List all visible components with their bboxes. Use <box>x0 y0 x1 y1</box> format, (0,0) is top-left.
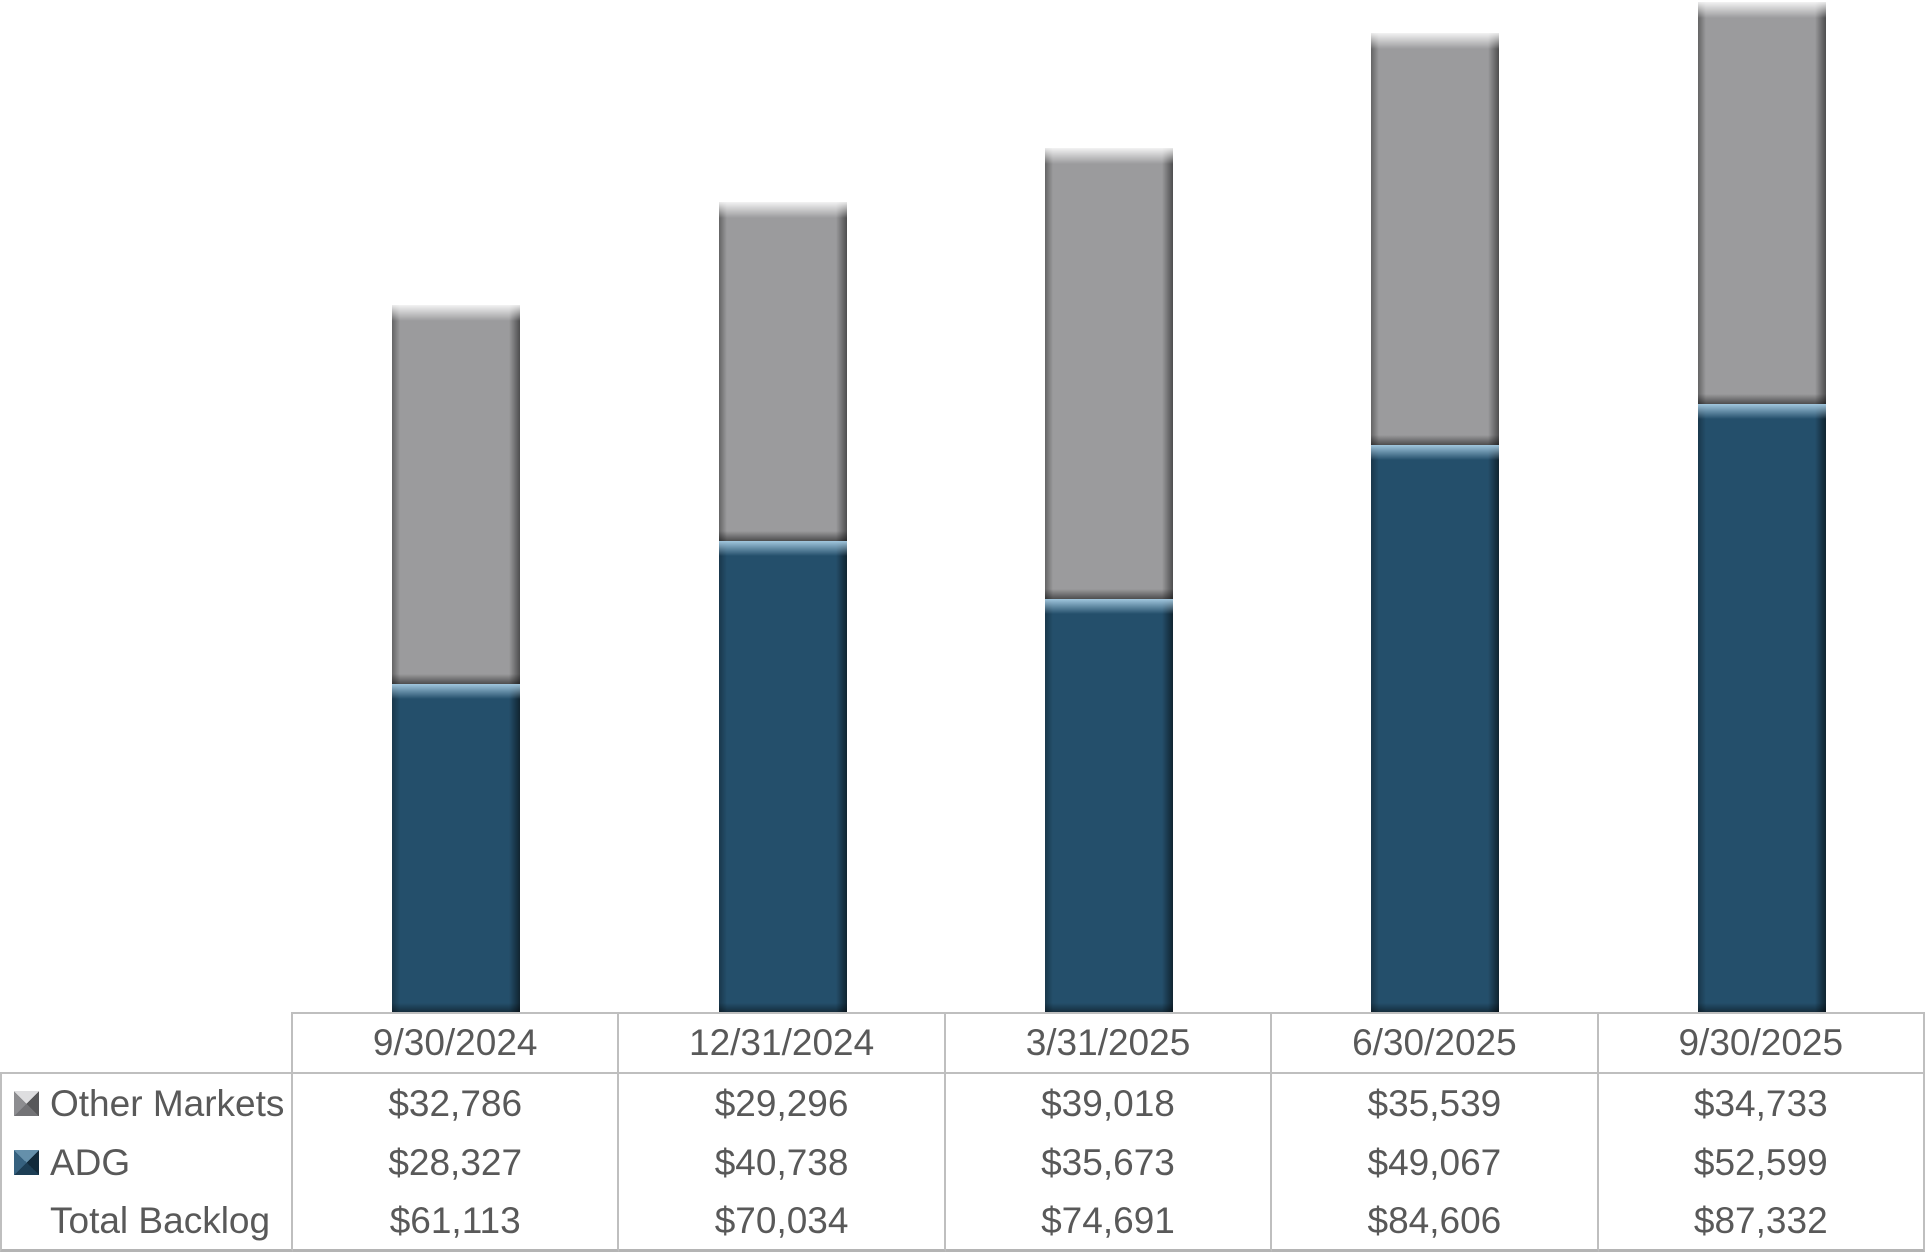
bar-segment-other-markets <box>1371 33 1500 445</box>
bar-segment-adg <box>1697 403 1826 1012</box>
bar-segment-other-markets <box>1697 1 1826 404</box>
legend-label-text: ADG <box>50 1141 131 1183</box>
legend-key-other-icon <box>14 1091 39 1116</box>
plot-area <box>392 1 1826 1012</box>
legend-row-label-other-markets: Other Markets <box>0 1074 293 1133</box>
table-corner-cell <box>0 1012 293 1074</box>
column-header-9-30-2024: 9/30/2024 <box>293 1012 620 1074</box>
table-value-cell: $35,539 <box>1272 1074 1599 1133</box>
table-value-cell: $34,733 <box>1599 1074 1925 1133</box>
column-header-3-31-2025: 3/31/2025 <box>945 1012 1273 1074</box>
stacked-bar-6-30-2025 <box>1371 33 1500 1012</box>
legend-label-text: Other Markets <box>50 1082 285 1124</box>
bar-segment-adg <box>718 540 847 1012</box>
table-value-cell: $32,786 <box>293 1074 620 1133</box>
table-value-cell: $84,606 <box>1272 1192 1599 1252</box>
table-value-cell: $74,691 <box>945 1192 1273 1252</box>
column-header-6-30-2025: 6/30/2025 <box>1272 1012 1599 1074</box>
data-table: 9/30/2024 12/31/2024 3/31/2025 6/30/2025 9/3… <box>0 1012 1925 1252</box>
bar-segment-adg <box>1045 599 1173 1012</box>
table-value-cell: $39,018 <box>946 1074 1273 1133</box>
table-value-cell: $52,599 <box>1599 1133 1925 1192</box>
legend-row-label-adg: ADG <box>0 1133 293 1192</box>
table-value-cell: $87,332 <box>1598 1192 1925 1252</box>
stacked-bar-9-30-2025 <box>1697 1 1826 1012</box>
bar-segment-adg <box>1371 444 1500 1012</box>
bar-segment-other-markets <box>1045 148 1173 600</box>
table-value-cell: $29,296 <box>619 1074 946 1133</box>
legend-key-adg-icon <box>14 1150 39 1175</box>
column-header-12-31-2024: 12/31/2024 <box>619 1012 946 1074</box>
table-value-cell: $49,067 <box>1272 1133 1599 1192</box>
table-value-cell: $35,673 <box>946 1133 1273 1192</box>
column-header-9-30-2025: 9/30/2025 <box>1598 1012 1925 1074</box>
bar-segment-adg <box>392 684 521 1012</box>
bar-segment-other-markets <box>718 202 847 541</box>
table-value-cell: $28,327 <box>293 1133 620 1192</box>
legend-label-text: Total Backlog <box>50 1199 271 1241</box>
stacked-bar-3-31-2025 <box>1045 148 1173 1012</box>
stacked-bar-9-30-2024 <box>392 305 521 1012</box>
legend-row-label-total-backlog: Total Backlog <box>0 1192 293 1252</box>
table-value-cell: $40,738 <box>619 1133 946 1192</box>
stacked-bar-12-31-2024 <box>718 202 847 1012</box>
table-value-cell: $61,113 <box>293 1192 620 1252</box>
bar-segment-other-markets <box>392 305 521 685</box>
table-value-cell: $70,034 <box>619 1192 946 1252</box>
